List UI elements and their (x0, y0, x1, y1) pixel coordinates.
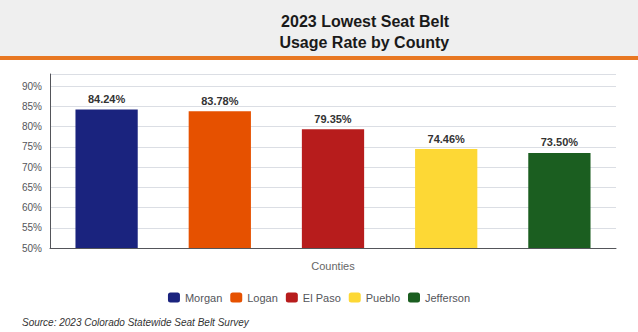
svg-text:Source: 2023 Colorado Statewid: Source: 2023 Colorado Statewide Seat Bel… (22, 317, 250, 328)
svg-text:Logan: Logan (247, 292, 278, 304)
svg-text:El Paso: El Paso (303, 292, 341, 304)
svg-text:Usage Rate by County: Usage Rate by County (279, 34, 449, 51)
svg-text:73.50%: 73.50% (541, 136, 579, 148)
svg-text:74.46%: 74.46% (428, 133, 466, 145)
svg-text:2023 Lowest Seat Belt: 2023 Lowest Seat Belt (281, 13, 450, 30)
svg-text:60%: 60% (22, 202, 42, 213)
svg-text:75%: 75% (22, 141, 42, 152)
svg-text:Pueblo: Pueblo (366, 292, 400, 304)
svg-text:70%: 70% (22, 162, 42, 173)
svg-text:Counties: Counties (311, 260, 355, 272)
svg-text:65%: 65% (22, 182, 42, 193)
svg-text:84.24%: 84.24% (88, 93, 126, 105)
svg-text:90%: 90% (22, 81, 42, 92)
svg-text:80%: 80% (22, 121, 42, 132)
svg-text:83.78%: 83.78% (201, 95, 239, 107)
svg-text:79.35%: 79.35% (314, 113, 352, 125)
svg-text:55%: 55% (22, 222, 42, 233)
svg-text:Morgan: Morgan (185, 292, 222, 304)
svg-text:85%: 85% (22, 101, 42, 112)
svg-text:Jefferson: Jefferson (425, 292, 470, 304)
svg-text:50%: 50% (22, 243, 42, 254)
